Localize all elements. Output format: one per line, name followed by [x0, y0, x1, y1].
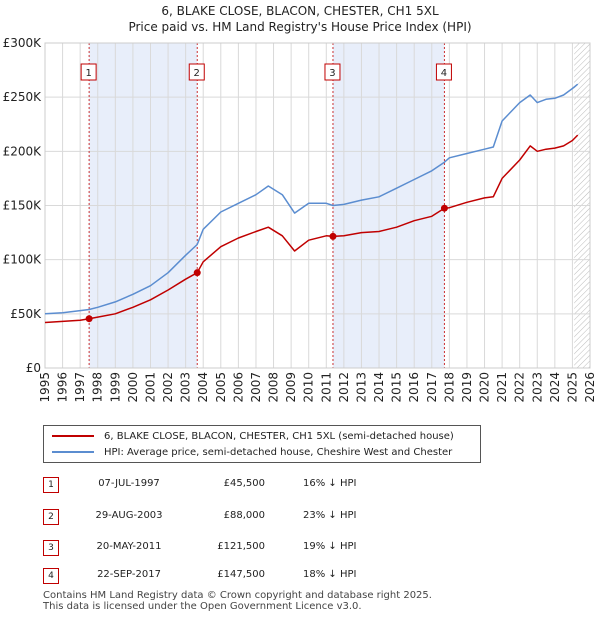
chart-subtitle: Price paid vs. HM Land Registry's House …	[128, 20, 472, 34]
sale-date: 22-SEP-2017	[97, 569, 161, 580]
x-tick-label: 2005	[214, 372, 228, 403]
chart-legend: 6, BLAKE CLOSE, BLACON, CHESTER, CH1 5XL…	[43, 425, 481, 463]
sale-row: 1 07-JUL-1997 £45,500 16% ↓ HPI	[43, 476, 563, 494]
legend-label-property: 6, BLAKE CLOSE, BLACON, CHESTER, CH1 5XL…	[104, 430, 454, 442]
sale-hpi-diff: 23% ↓ HPI	[303, 510, 357, 521]
x-tick-label: 2003	[179, 372, 193, 403]
legend-swatch-hpi	[52, 451, 94, 453]
sale-number-label: 3	[329, 68, 335, 79]
x-tick-label: 2000	[126, 372, 140, 403]
sale-number-box	[188, 63, 205, 81]
sale-number-box	[324, 63, 341, 81]
sale-hpi-diff: 19% ↓ HPI	[303, 541, 357, 552]
sale-number-label: 2	[194, 68, 200, 79]
x-tick-label: 1997	[73, 372, 87, 403]
x-tick-label: 2006	[231, 372, 245, 403]
sale-price: £147,500	[217, 569, 265, 580]
x-tick-label: 2014	[372, 372, 386, 403]
x-tick-label: 2013	[354, 372, 368, 403]
x-tick-label: 2015	[390, 372, 404, 403]
x-tick-label: 2008	[267, 372, 281, 403]
legend-item-hpi: HPI: Average price, semi-detached house,…	[52, 445, 452, 459]
sale-row: 3 20-MAY-2011 £121,500 19% ↓ HPI	[43, 539, 563, 557]
sale-number-badge: 3	[43, 540, 59, 556]
x-tick-label: 2011	[319, 372, 333, 403]
sale-point	[85, 315, 93, 323]
x-tick-label: 2016	[407, 372, 421, 403]
x-tick-label: 1999	[108, 372, 122, 403]
x-tick-label: 2002	[161, 372, 175, 403]
y-tick-label: £200K	[3, 144, 43, 158]
x-tick-label: 2010	[302, 372, 316, 403]
x-tick-label: 2018	[442, 372, 456, 403]
sale-price: £45,500	[223, 478, 265, 489]
sale-number-label: 4	[441, 68, 447, 79]
sale-row: 2 29-AUG-2003 £88,000 23% ↓ HPI	[43, 508, 563, 526]
sale-number-box	[435, 63, 452, 81]
x-tick-label: 2024	[548, 372, 562, 403]
sale-price: £88,000	[223, 510, 265, 521]
y-tick-label: £0	[26, 361, 41, 375]
x-tick-label: 2020	[478, 372, 492, 403]
sale-price: £121,500	[217, 541, 265, 552]
sale-number-badge: 1	[43, 477, 59, 493]
x-tick-label: 2022	[513, 372, 527, 403]
x-tick-label: 1996	[56, 372, 70, 403]
sale-number-badge: 4	[43, 568, 59, 584]
sale-hpi-diff: 16% ↓ HPI	[303, 478, 357, 489]
x-tick-label: 2017	[425, 372, 439, 403]
x-tick-label: 2023	[530, 372, 544, 403]
legend-label-hpi: HPI: Average price, semi-detached house,…	[104, 446, 453, 458]
x-tick-label: 2019	[460, 372, 474, 403]
x-tick-label: 2026	[583, 372, 597, 403]
sale-row: 4 22-SEP-2017 £147,500 18% ↓ HPI	[43, 567, 563, 585]
x-tick-label: 2001	[143, 372, 157, 403]
sale-date: 29-AUG-2003	[95, 510, 163, 521]
x-tick-label: 2004	[196, 372, 210, 403]
x-tick-label: 1995	[38, 372, 52, 403]
footer-notice: Contains HM Land Registry data © Crown c…	[43, 590, 432, 612]
x-tick-label: 2009	[284, 372, 298, 403]
sale-point	[193, 269, 201, 277]
sale-number-badge: 2	[43, 509, 59, 525]
x-tick-label: 2025	[565, 372, 579, 403]
hpi-line	[44, 83, 579, 315]
y-tick-label: £150K	[3, 199, 43, 213]
x-tick-label: 2007	[249, 372, 263, 403]
x-tick-label: 1998	[91, 372, 105, 403]
chart-title: 6, BLAKE CLOSE, BLACON, CHESTER, CH1 5XL	[161, 4, 439, 18]
x-tick-label: 2021	[495, 372, 509, 403]
footer-licence: This data is licensed under the Open Gov…	[43, 601, 362, 612]
legend-item-property: 6, BLAKE CLOSE, BLACON, CHESTER, CH1 5XL…	[52, 429, 454, 443]
sale-date: 20-MAY-2011	[96, 541, 162, 552]
legend-swatch-property	[52, 435, 94, 437]
y-tick-label: £250K	[3, 90, 43, 104]
sale-hpi-diff: 18% ↓ HPI	[303, 569, 357, 580]
y-tick-label: £100K	[3, 253, 43, 267]
y-tick-label: £50K	[10, 307, 42, 321]
sale-point	[329, 232, 337, 240]
plot-border	[44, 42, 591, 369]
sale-date: 07-JUL-1997	[98, 478, 160, 489]
footer-copyright: Contains HM Land Registry data © Crown c…	[43, 590, 432, 601]
sale-point	[440, 204, 448, 212]
x-tick-label: 2012	[337, 372, 351, 403]
sale-number-label: 1	[85, 68, 91, 79]
sale-number-box	[80, 63, 97, 81]
y-tick-label: £300K	[3, 36, 43, 50]
